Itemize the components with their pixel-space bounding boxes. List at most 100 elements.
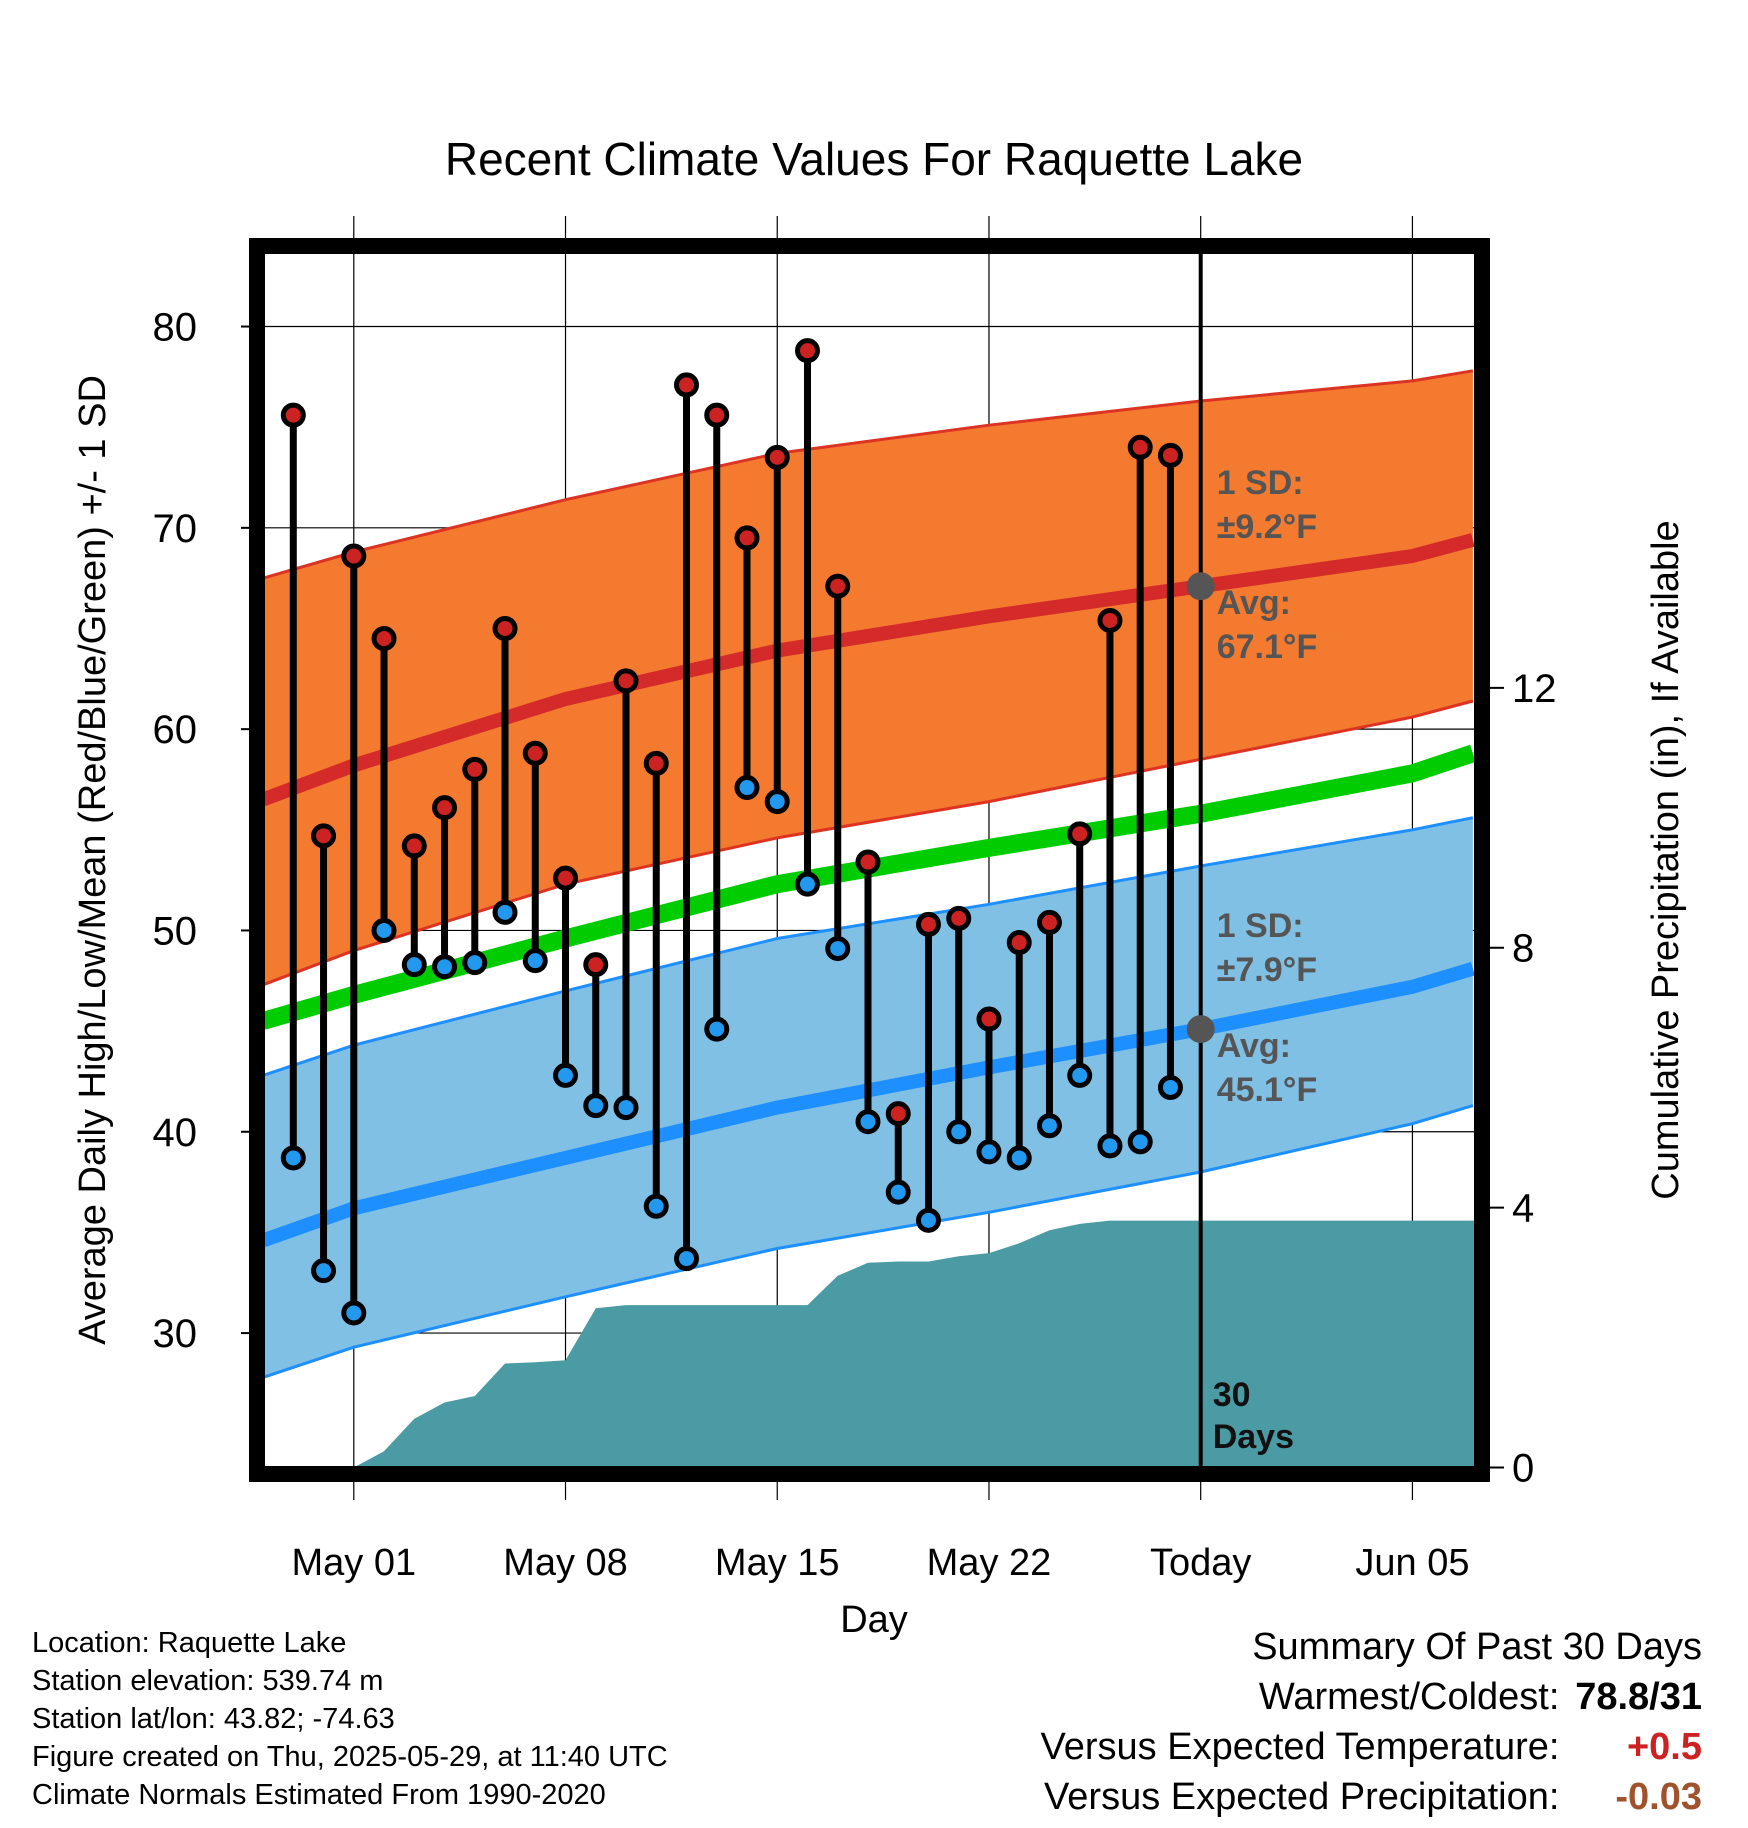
daily-low-point	[976, 1139, 1002, 1165]
daily-low-point	[583, 1093, 609, 1119]
y-tick-label: 70	[153, 507, 198, 551]
daily-high-point	[492, 615, 518, 641]
x-tick-label: May 08	[503, 1542, 628, 1584]
climate-normals-note: Climate Normals Estimated From 1990-2020	[32, 1779, 606, 1811]
low-avg-label: Avg:	[1217, 1027, 1291, 1065]
daily-high-point	[946, 905, 972, 931]
daily-high-point	[311, 823, 337, 849]
daily-low-point	[674, 1246, 700, 1272]
daily-high-point	[976, 1006, 1002, 1032]
daily-high-point	[915, 911, 941, 937]
daily-high-point	[280, 402, 306, 428]
days-label-text: Days	[1213, 1418, 1294, 1456]
daily-low-point	[311, 1258, 337, 1284]
low-upper-line	[262, 816, 1474, 1077]
plot-frame	[249, 238, 1490, 1482]
axes: 30 40 50 60 70 80 0 4 8 12 May 01 May 08 May 15 May 2…	[153, 238, 1557, 1584]
daily-high-point	[1006, 930, 1032, 956]
daily-high-point	[432, 795, 458, 821]
daily-low-point	[794, 871, 820, 897]
summary-heading: Summary Of Past 30 Days	[1252, 1626, 1702, 1668]
daily-high-point	[1097, 607, 1123, 633]
today-high-average-marker	[1186, 572, 1215, 601]
summary-temp-row: Versus Expected Temperature: +0.5	[1041, 1722, 1702, 1772]
daily-high-point	[401, 833, 427, 859]
high-avg-label: Avg:	[1217, 584, 1291, 622]
daily-high-point	[885, 1101, 911, 1127]
summary-precip-value: -0.03	[1615, 1776, 1702, 1818]
x-tick-label: Today	[1150, 1542, 1251, 1584]
today-low-average-marker	[1186, 1015, 1215, 1044]
daily-high-point	[764, 444, 790, 470]
low-sd-value: ±7.9°F	[1217, 951, 1317, 989]
daily-low-point	[915, 1207, 941, 1233]
y2-tick-label: 12	[1512, 667, 1557, 711]
station-elevation: Station elevation: 539.74 m	[32, 1665, 384, 1697]
daily-low-point	[855, 1109, 881, 1135]
daily-low-point	[492, 899, 518, 925]
daily-high-point	[704, 402, 730, 428]
low-average-line	[260, 961, 1475, 1248]
plot-area: 1 SD: ±9.2°F Avg: 67.1°F 1 SD: ±7.9°F Avg: 45.1…	[260, 246, 1482, 1474]
daily-low-point	[522, 948, 548, 974]
y2-tick-label: 0	[1512, 1447, 1534, 1491]
y-tick-label: 60	[153, 708, 198, 752]
daily-high-point	[553, 865, 579, 891]
summary-temp-label: Versus Expected Temperature:	[1040, 1726, 1560, 1768]
high-avg-value: 67.1°F	[1217, 628, 1318, 666]
high-sd-value: ±9.2°F	[1217, 508, 1317, 546]
daily-high-point	[1157, 442, 1183, 468]
station-location: Location: Raquette Lake	[32, 1627, 347, 1659]
daily-low-point	[704, 1016, 730, 1042]
daily-low-point	[1006, 1145, 1032, 1171]
summary-warmest-label: Warmest/Coldest:	[1258, 1676, 1560, 1718]
daily-high-point	[855, 849, 881, 875]
low-sd-label: 1 SD:	[1217, 907, 1304, 945]
daily-low-point	[885, 1179, 911, 1205]
summary-warmest-value: 78.8/31	[1575, 1676, 1702, 1718]
daily-high-point	[734, 525, 760, 551]
daily-high-point	[1127, 434, 1153, 460]
daily-high-point	[371, 626, 397, 652]
daily-low-point	[643, 1193, 669, 1219]
daily-high-point	[825, 573, 851, 599]
daily-low-point	[432, 954, 458, 980]
y-tick-label: 40	[153, 1111, 198, 1155]
daily-high-point	[522, 740, 548, 766]
daily-low-point	[280, 1145, 306, 1171]
summary-precip-row: Versus Expected Precipitation: -0.03	[1041, 1772, 1702, 1822]
days-label-number: 30	[1213, 1376, 1251, 1414]
summary-panel: Summary Of Past 30 Days Warmest/Coldest:…	[1041, 1622, 1702, 1822]
x-tick-label: May 15	[715, 1542, 840, 1584]
daily-low-point	[341, 1300, 367, 1326]
daily-high-point	[643, 750, 669, 776]
x-tick-label: Jun 05	[1355, 1542, 1469, 1584]
y-tick-label: 50	[153, 909, 198, 953]
daily-high-point	[1036, 909, 1062, 935]
daily-low-point	[1097, 1133, 1123, 1159]
x-tick-label: May 22	[927, 1542, 1052, 1584]
low-lower-line	[262, 1104, 1474, 1379]
high-upper-line	[262, 369, 1474, 580]
daily-high-point	[613, 668, 639, 694]
low-avg-value: 45.1°F	[1217, 1071, 1318, 1109]
daily-high-point	[674, 372, 700, 398]
daily-high-point	[341, 543, 367, 569]
y-tick-label: 30	[153, 1312, 198, 1356]
figure-created: Figure created on Thu, 2025-05-29, at 11…	[32, 1741, 668, 1773]
daily-low-point	[401, 952, 427, 978]
daily-low-point	[553, 1062, 579, 1088]
y2-tick-label: 4	[1512, 1187, 1534, 1231]
y-axis-label: Average Daily High/Low/Mean (Red/Blue/Gr…	[72, 375, 114, 1345]
daily-low-point	[1127, 1129, 1153, 1155]
summary-warmest-row: Warmest/Coldest: 78.8/31	[1041, 1672, 1702, 1722]
daily-high-point	[794, 338, 820, 364]
y2-tick-label: 8	[1512, 927, 1534, 971]
daily-high-point	[583, 952, 609, 978]
daily-high-point	[1067, 821, 1093, 847]
y-tick-label: 80	[153, 306, 198, 350]
station-latlon: Station lat/lon: 43.82; -74.63	[32, 1703, 395, 1735]
mean-normal-line	[260, 744, 1476, 1030]
y2-axis-label: Cumulative Precipitation (in), If Availa…	[1645, 520, 1687, 1199]
high-sd-label: 1 SD:	[1217, 464, 1304, 502]
